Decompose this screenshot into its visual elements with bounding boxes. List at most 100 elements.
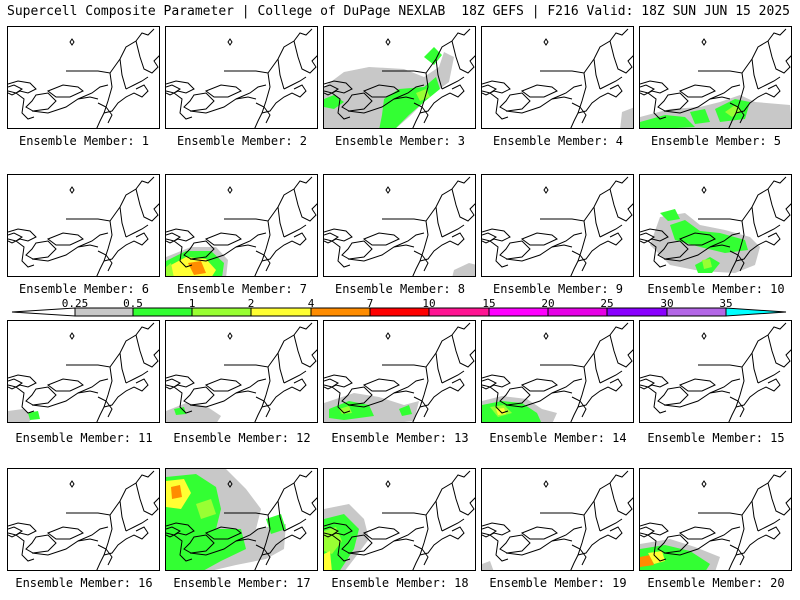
location-marker-icon (543, 186, 549, 194)
map-canvas (482, 322, 633, 422)
map-boundary-line (347, 538, 415, 556)
map-boundary-line (261, 378, 307, 408)
ensemble-member-caption: Ensemble Member: 18 (331, 576, 469, 590)
map-boundary-line (283, 76, 307, 90)
ensemble-member-caption: Ensemble Member: 2 (176, 134, 308, 148)
map-boundary-line (97, 102, 113, 124)
map-boundary-line (393, 232, 425, 248)
map-boundary-line (663, 96, 731, 114)
map-boundary-line (77, 84, 109, 100)
map-boundary-line (571, 544, 587, 566)
map-boundary-line (46, 232, 84, 246)
scp-contour-fill (702, 259, 712, 269)
map-boundary-line (331, 386, 351, 414)
map-boundary-line (166, 374, 195, 390)
map-boundary-line (709, 526, 741, 542)
map-boundary-line (647, 386, 667, 414)
legend-tick-label: 15 (482, 297, 496, 310)
ensemble-member-map (639, 468, 792, 571)
map-boundary-line (482, 522, 511, 538)
map-boundary-line (119, 206, 127, 238)
map-boundary-line (224, 176, 313, 222)
map-boundary-line (757, 224, 781, 238)
map-boundary-line (103, 378, 149, 408)
map-boundary-line (505, 96, 573, 114)
map-boundary-line (341, 534, 373, 554)
map-boundary-line (599, 224, 623, 238)
map-canvas (324, 28, 475, 128)
map-canvas (8, 470, 159, 570)
scp-contour-fill (452, 263, 475, 276)
color-scale-legend (11, 307, 787, 317)
map-boundary-line (261, 84, 307, 114)
map-boundary-line (640, 232, 655, 242)
scp-contour-fill (188, 261, 206, 275)
map-boundary-line (15, 92, 35, 120)
ensemble-member-caption: Ensemble Member: 3 (334, 134, 466, 148)
map-boundary-line (647, 92, 667, 120)
map-boundary-line (709, 378, 741, 394)
map-boundary-line (435, 58, 443, 90)
legend-tick-label: 35 (719, 297, 733, 310)
location-marker-icon (69, 480, 75, 488)
map-boundary-line (293, 482, 317, 516)
map-boundary-line (393, 526, 425, 542)
map-boundary-line (729, 396, 745, 418)
map-boundary-line (97, 250, 113, 272)
map-boundary-line (347, 390, 415, 408)
map-boundary-line (204, 378, 242, 392)
map-boundary-line (224, 470, 313, 516)
map-boundary-line (135, 334, 159, 368)
scp-contour-fill (670, 220, 748, 253)
legend-tick-label: 4 (307, 297, 315, 310)
map-boundary-line (8, 232, 23, 242)
map-boundary-line (173, 534, 193, 562)
map-boundary-line (189, 538, 257, 556)
map-boundary-line (751, 58, 759, 90)
map-boundary-line (135, 40, 159, 74)
map-boundary-line (66, 322, 155, 368)
map-boundary-line (46, 84, 84, 98)
ensemble-member-map (481, 26, 634, 129)
map-boundary-line (66, 176, 155, 222)
map-boundary-line (663, 390, 731, 408)
map-boundary-line (413, 102, 429, 124)
location-marker-icon (543, 332, 549, 340)
scp-contour-fill (324, 551, 332, 570)
map-boundary-line (235, 378, 267, 394)
map-boundary-line (347, 96, 415, 114)
map-boundary-line (451, 334, 475, 368)
location-marker-icon (227, 332, 233, 340)
map-boundary-line (382, 176, 471, 222)
ensemble-member-map (7, 26, 160, 129)
scp-contour-fill (620, 107, 633, 128)
map-boundary-line (261, 232, 307, 262)
map-boundary-line (489, 534, 509, 562)
map-boundary-line (593, 352, 601, 384)
map-boundary-line (767, 40, 791, 74)
map-boundary-line (224, 28, 313, 74)
map-boundary-line (173, 92, 193, 120)
map-boundary-line (551, 526, 583, 542)
map-boundary-line (698, 470, 787, 516)
legend-tick-label: 30 (660, 297, 674, 310)
location-marker-icon (385, 186, 391, 194)
map-boundary-line (640, 522, 669, 538)
scp-contour-fill (166, 263, 174, 276)
map-boundary-line (166, 228, 195, 244)
map-boundary-line (735, 84, 781, 114)
map-boundary-line (331, 240, 351, 268)
scp-contour-fill (324, 52, 454, 128)
map-boundary-line (489, 386, 509, 414)
map-boundary-line (540, 176, 629, 222)
map-boundary-line (235, 84, 267, 100)
ensemble-member-map (639, 26, 792, 129)
ensemble-member-map (165, 26, 318, 129)
scp-contour-fill (640, 545, 710, 570)
ensemble-member-caption: Ensemble Member: 16 (15, 576, 153, 590)
map-boundary-line (441, 76, 465, 90)
scp-contour-fill (640, 555, 654, 567)
map-boundary-line (640, 378, 655, 388)
map-boundary-line (520, 526, 558, 540)
map-boundary-line (261, 526, 307, 556)
